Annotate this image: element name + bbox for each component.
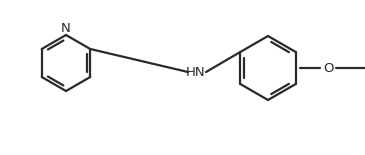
Text: N: N — [61, 22, 71, 35]
Text: HN: HN — [186, 66, 206, 78]
Text: O: O — [323, 62, 333, 75]
